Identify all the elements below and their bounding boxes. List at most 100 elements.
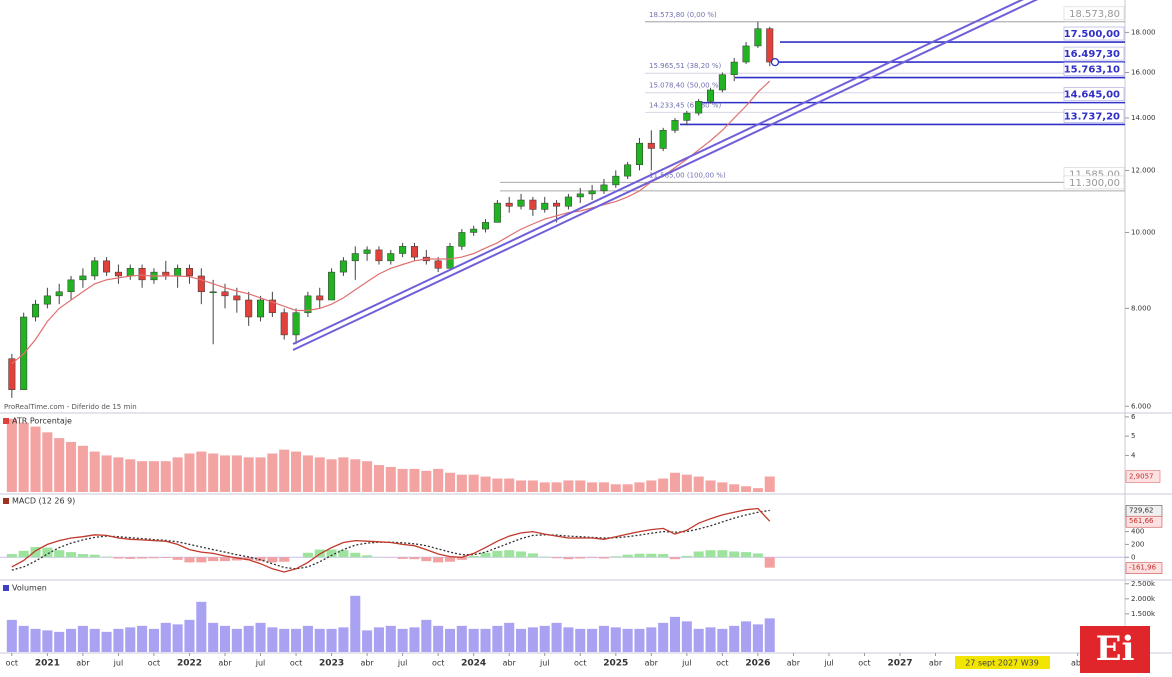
histogram-bar	[54, 550, 64, 557]
candle-body	[518, 200, 525, 206]
last-value-label: 729,62	[1129, 506, 1154, 514]
bar	[386, 467, 396, 492]
candle-body	[731, 62, 738, 75]
histogram-bar	[599, 557, 609, 558]
y-tick-label: 10.000	[1131, 228, 1156, 236]
bar	[327, 459, 337, 492]
bar	[54, 632, 64, 652]
panel-icon	[3, 585, 9, 591]
bar	[184, 454, 194, 493]
bar	[729, 484, 739, 492]
candle-body	[139, 268, 146, 280]
histogram-bar	[623, 555, 633, 558]
candle-body	[103, 261, 110, 272]
candle-body	[127, 268, 134, 276]
candle-body	[222, 292, 229, 296]
bar	[433, 469, 443, 492]
bar	[563, 480, 573, 492]
histogram-bar	[646, 554, 656, 558]
histogram-bar	[362, 555, 372, 557]
x-tick-label: 2022	[177, 659, 202, 669]
bar	[670, 617, 680, 652]
bar	[575, 480, 585, 492]
bar	[102, 455, 112, 492]
histogram-bar	[78, 554, 88, 557]
bar	[445, 473, 455, 492]
histogram-bar	[196, 557, 206, 562]
candle-body	[32, 304, 39, 317]
histogram-bar	[717, 550, 727, 557]
histogram-bar	[125, 557, 135, 559]
bar	[255, 623, 265, 652]
fib-label: 15.965,51 (38,20 %)	[649, 62, 721, 70]
candle-body	[68, 280, 75, 292]
level-label: 14.645,00	[1064, 90, 1120, 101]
bar	[220, 626, 230, 652]
x-tick-label: abr	[360, 659, 374, 668]
candle-body	[80, 276, 87, 280]
x-tick-label: oct	[290, 659, 302, 668]
candle-body	[293, 313, 300, 335]
x-tick-label: abr	[503, 659, 517, 668]
bar	[232, 455, 242, 492]
histogram-bar	[279, 557, 289, 561]
bar	[457, 475, 467, 492]
candle-body	[411, 246, 418, 257]
histogram-bar	[350, 553, 360, 557]
bar	[587, 482, 597, 492]
histogram-bar	[90, 555, 100, 558]
bar	[421, 620, 431, 652]
bar	[196, 452, 206, 492]
candle-body	[636, 143, 643, 165]
histogram-bar	[575, 557, 585, 558]
bar	[267, 454, 277, 493]
candle-body	[660, 130, 667, 148]
source-note: ProRealTime.com - Diferido de 15 min	[4, 403, 137, 411]
bar	[279, 629, 289, 652]
bar	[149, 629, 159, 652]
y-tick-label: 8.000	[1131, 304, 1151, 312]
bar	[303, 455, 313, 492]
bar	[244, 626, 254, 652]
histogram-bar	[398, 557, 408, 559]
candle-body	[613, 176, 620, 185]
histogram-bar	[504, 550, 514, 557]
histogram-bar	[469, 556, 479, 557]
histogram-bar	[433, 557, 443, 562]
x-tick-label: abr	[76, 659, 90, 668]
bar	[113, 457, 123, 492]
candle-body	[352, 254, 359, 261]
histogram-bar	[480, 553, 490, 557]
x-tick-label: jul	[113, 659, 124, 668]
bar	[19, 626, 29, 652]
histogram-bar	[540, 557, 550, 558]
histogram-bar	[19, 551, 29, 557]
histogram-bar	[66, 552, 76, 557]
x-tick-label: abr	[645, 659, 659, 668]
candle-body	[719, 75, 726, 90]
x-tick-label: abr	[787, 659, 801, 668]
panel-title: MACD (12 26 9)	[12, 497, 75, 506]
histogram-bar	[741, 552, 751, 557]
candle-body	[163, 272, 170, 276]
bar	[480, 629, 490, 652]
level-label: 13.737,20	[1064, 111, 1120, 122]
bar	[516, 480, 526, 492]
level-label: 17.500,00	[1064, 29, 1120, 40]
bar	[469, 475, 479, 492]
bar	[315, 457, 325, 492]
bar	[208, 454, 218, 493]
bar	[409, 627, 419, 652]
histogram-bar	[267, 557, 277, 562]
candle-body	[459, 232, 466, 246]
candle-body	[115, 272, 122, 276]
bar	[42, 630, 52, 652]
candle-body	[210, 292, 217, 293]
bar	[540, 626, 550, 652]
last-value-label: 2,9057	[1129, 472, 1154, 480]
bar	[66, 629, 76, 652]
bar	[208, 623, 218, 652]
x-tick-label: oct	[148, 659, 160, 668]
